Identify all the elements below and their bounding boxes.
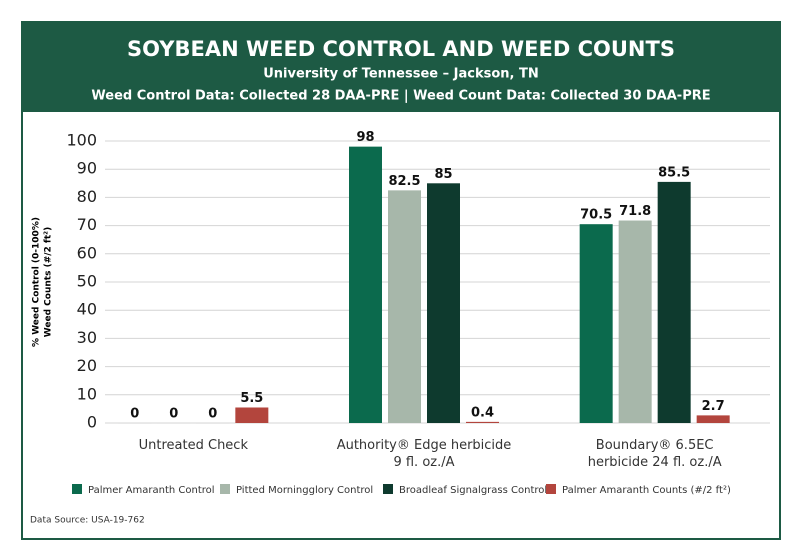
y-tick-label: 70 xyxy=(77,215,97,234)
source: Data Source: USA-19-762 xyxy=(30,516,145,526)
value-label: 98 xyxy=(356,130,374,145)
y-tick-label: 10 xyxy=(77,384,97,403)
legend-swatch xyxy=(72,484,82,494)
bar xyxy=(235,407,269,423)
y-axis-title: % Weed Control (0-100%) Weed Counts (#/2… xyxy=(32,217,54,347)
y-tick-label: 40 xyxy=(77,300,97,319)
y-label: Weed Counts (#/2 ft²) xyxy=(44,227,54,337)
subtitle: Weed Control Data: Collected 28 DAA-PRE … xyxy=(91,89,710,104)
legend-label: Pitted Morningglory Control xyxy=(236,485,373,496)
value-label: 0 xyxy=(169,407,178,422)
legend-label: Palmer Amaranth Counts (#/2 ft²) xyxy=(562,485,731,496)
value-label: 71.8 xyxy=(619,204,651,219)
y-tick-label: 80 xyxy=(77,187,97,206)
value-label: 5.5 xyxy=(240,391,263,406)
value-label: 85.5 xyxy=(658,165,690,180)
y-tick-label: 60 xyxy=(77,243,97,262)
value-label: 85 xyxy=(434,167,452,182)
legend-swatch xyxy=(383,484,393,494)
bar xyxy=(388,190,421,423)
bar xyxy=(427,183,460,423)
x-tick-label: Authority® Edge herbicide 9 fl. oz./A xyxy=(336,438,512,470)
bar xyxy=(349,146,382,423)
x-tick-label: Untreated Check xyxy=(138,438,248,453)
bar xyxy=(657,181,691,423)
value-label: 0 xyxy=(130,407,139,422)
legend-swatch xyxy=(220,484,230,494)
value-label: 82.5 xyxy=(388,174,420,189)
header xyxy=(22,22,780,112)
bar xyxy=(696,415,730,423)
legend-swatch xyxy=(546,484,556,494)
value-label: 2.7 xyxy=(702,399,725,414)
y-tick-label: 50 xyxy=(77,272,97,291)
subtitle: University of Tennessee – Jackson, TN xyxy=(263,67,539,82)
legend-label: Palmer Amaranth Control xyxy=(88,485,215,496)
bar xyxy=(618,220,652,423)
bar xyxy=(466,421,499,423)
bar xyxy=(579,224,613,423)
legend-label: Broadleaf Signalgrass Control xyxy=(399,485,547,496)
value-label: 0.4 xyxy=(471,405,494,420)
y-tick-label: 30 xyxy=(77,328,97,347)
chart-title: SOYBEAN WEED CONTROL AND WEED COUNTS xyxy=(127,37,675,61)
y-tick-label: 0 xyxy=(87,413,97,432)
value-label: 70.5 xyxy=(580,208,612,223)
value-label: 0 xyxy=(208,407,217,422)
y-label: % Weed Control (0-100%) xyxy=(32,217,42,347)
y-tick-label: 90 xyxy=(77,159,97,178)
y-tick-label: 100 xyxy=(66,131,97,150)
y-tick-label: 20 xyxy=(77,356,97,375)
x-tick-label: Boundary® 6.5EC herbicide 24 fl. oz./A xyxy=(587,438,722,470)
